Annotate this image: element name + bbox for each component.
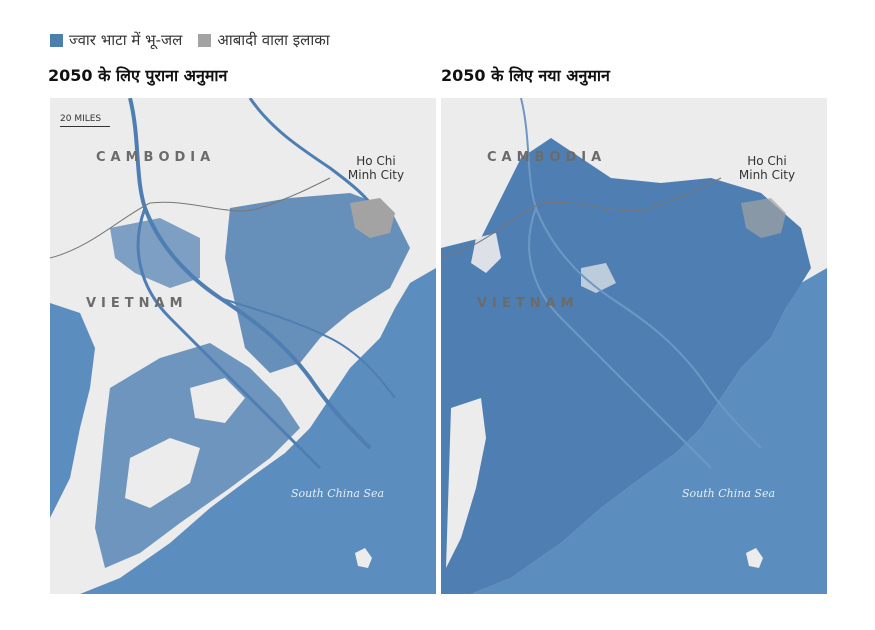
- gulf-water: [50, 303, 95, 518]
- dry-land-patch: [125, 438, 200, 508]
- map-old-svg: [50, 98, 436, 594]
- label-hcmc: Ho Chi Minh City: [732, 154, 802, 182]
- panel-title-new-projection: 2050 के लिए नया अनुमान: [441, 66, 610, 85]
- island: [355, 548, 372, 568]
- label-south-china-sea: South China Sea: [291, 487, 385, 500]
- panel-title-old-projection: 2050 के लिए पुराना अनुमान: [48, 66, 228, 85]
- legend-swatch-flood: [50, 33, 63, 47]
- legend-label-urban: आबादी वाला इलाका: [217, 31, 330, 49]
- bassac-river: [528, 207, 712, 469]
- label-south-china-sea: South China Sea: [682, 487, 776, 500]
- mekong-river: [128, 98, 372, 450]
- country-border: [50, 177, 331, 259]
- map-new-svg: [441, 98, 827, 594]
- label-hcmc-line2: Minh City: [738, 168, 796, 182]
- dry-land-patch: [190, 378, 245, 423]
- urban-area-hcmc: [741, 198, 786, 238]
- label-vietnam: VIETNAM: [477, 296, 579, 311]
- bassac-river: [136, 207, 322, 470]
- river-branch: [219, 297, 396, 399]
- legend: ज्वार भाटा में भू-जल आबादी वाला इलाका: [50, 30, 330, 50]
- flooded-zone-north: [110, 218, 200, 288]
- map-old-projection: 20 MILES CAMBODIA VIETNAM Ho Chi Minh Ci…: [50, 98, 436, 594]
- label-hcmc-line1: Ho Chi: [356, 154, 396, 168]
- scale-bar: 20 MILES: [60, 114, 110, 127]
- scale-bar-label: 20 MILES: [60, 114, 102, 124]
- country-border: [441, 177, 722, 259]
- legend-item-populated-area: आबादी वाला इलाका: [198, 30, 330, 50]
- label-hcmc-line1: Ho Chi: [747, 154, 787, 168]
- dry-land-patch: [471, 233, 501, 273]
- legend-item-tidal-flooding: ज्वार भाटा में भू-जल: [50, 30, 182, 50]
- label-cambodia: CAMBODIA: [96, 150, 216, 165]
- legend-swatch-urban: [198, 33, 212, 47]
- scale-bar-line: [60, 126, 110, 127]
- label-vietnam: VIETNAM: [86, 296, 188, 311]
- flooded-zone: [441, 138, 811, 594]
- label-hcmc: Ho Chi Minh City: [341, 154, 411, 182]
- dry-land-patch: [581, 263, 616, 293]
- label-hcmc-line2: Minh City: [347, 168, 405, 182]
- flooded-zone-east: [225, 193, 410, 373]
- island: [746, 548, 763, 568]
- label-cambodia: CAMBODIA: [487, 150, 607, 165]
- urban-area-hcmc: [350, 198, 395, 238]
- legend-label-flood: ज्वार भाटा में भू-जल: [69, 31, 183, 49]
- map-new-projection: CAMBODIA VIETNAM Ho Chi Minh City South …: [441, 98, 827, 594]
- dry-land-patch: [446, 398, 486, 568]
- saigon-river: [248, 98, 382, 219]
- mekong-river: [520, 98, 762, 449]
